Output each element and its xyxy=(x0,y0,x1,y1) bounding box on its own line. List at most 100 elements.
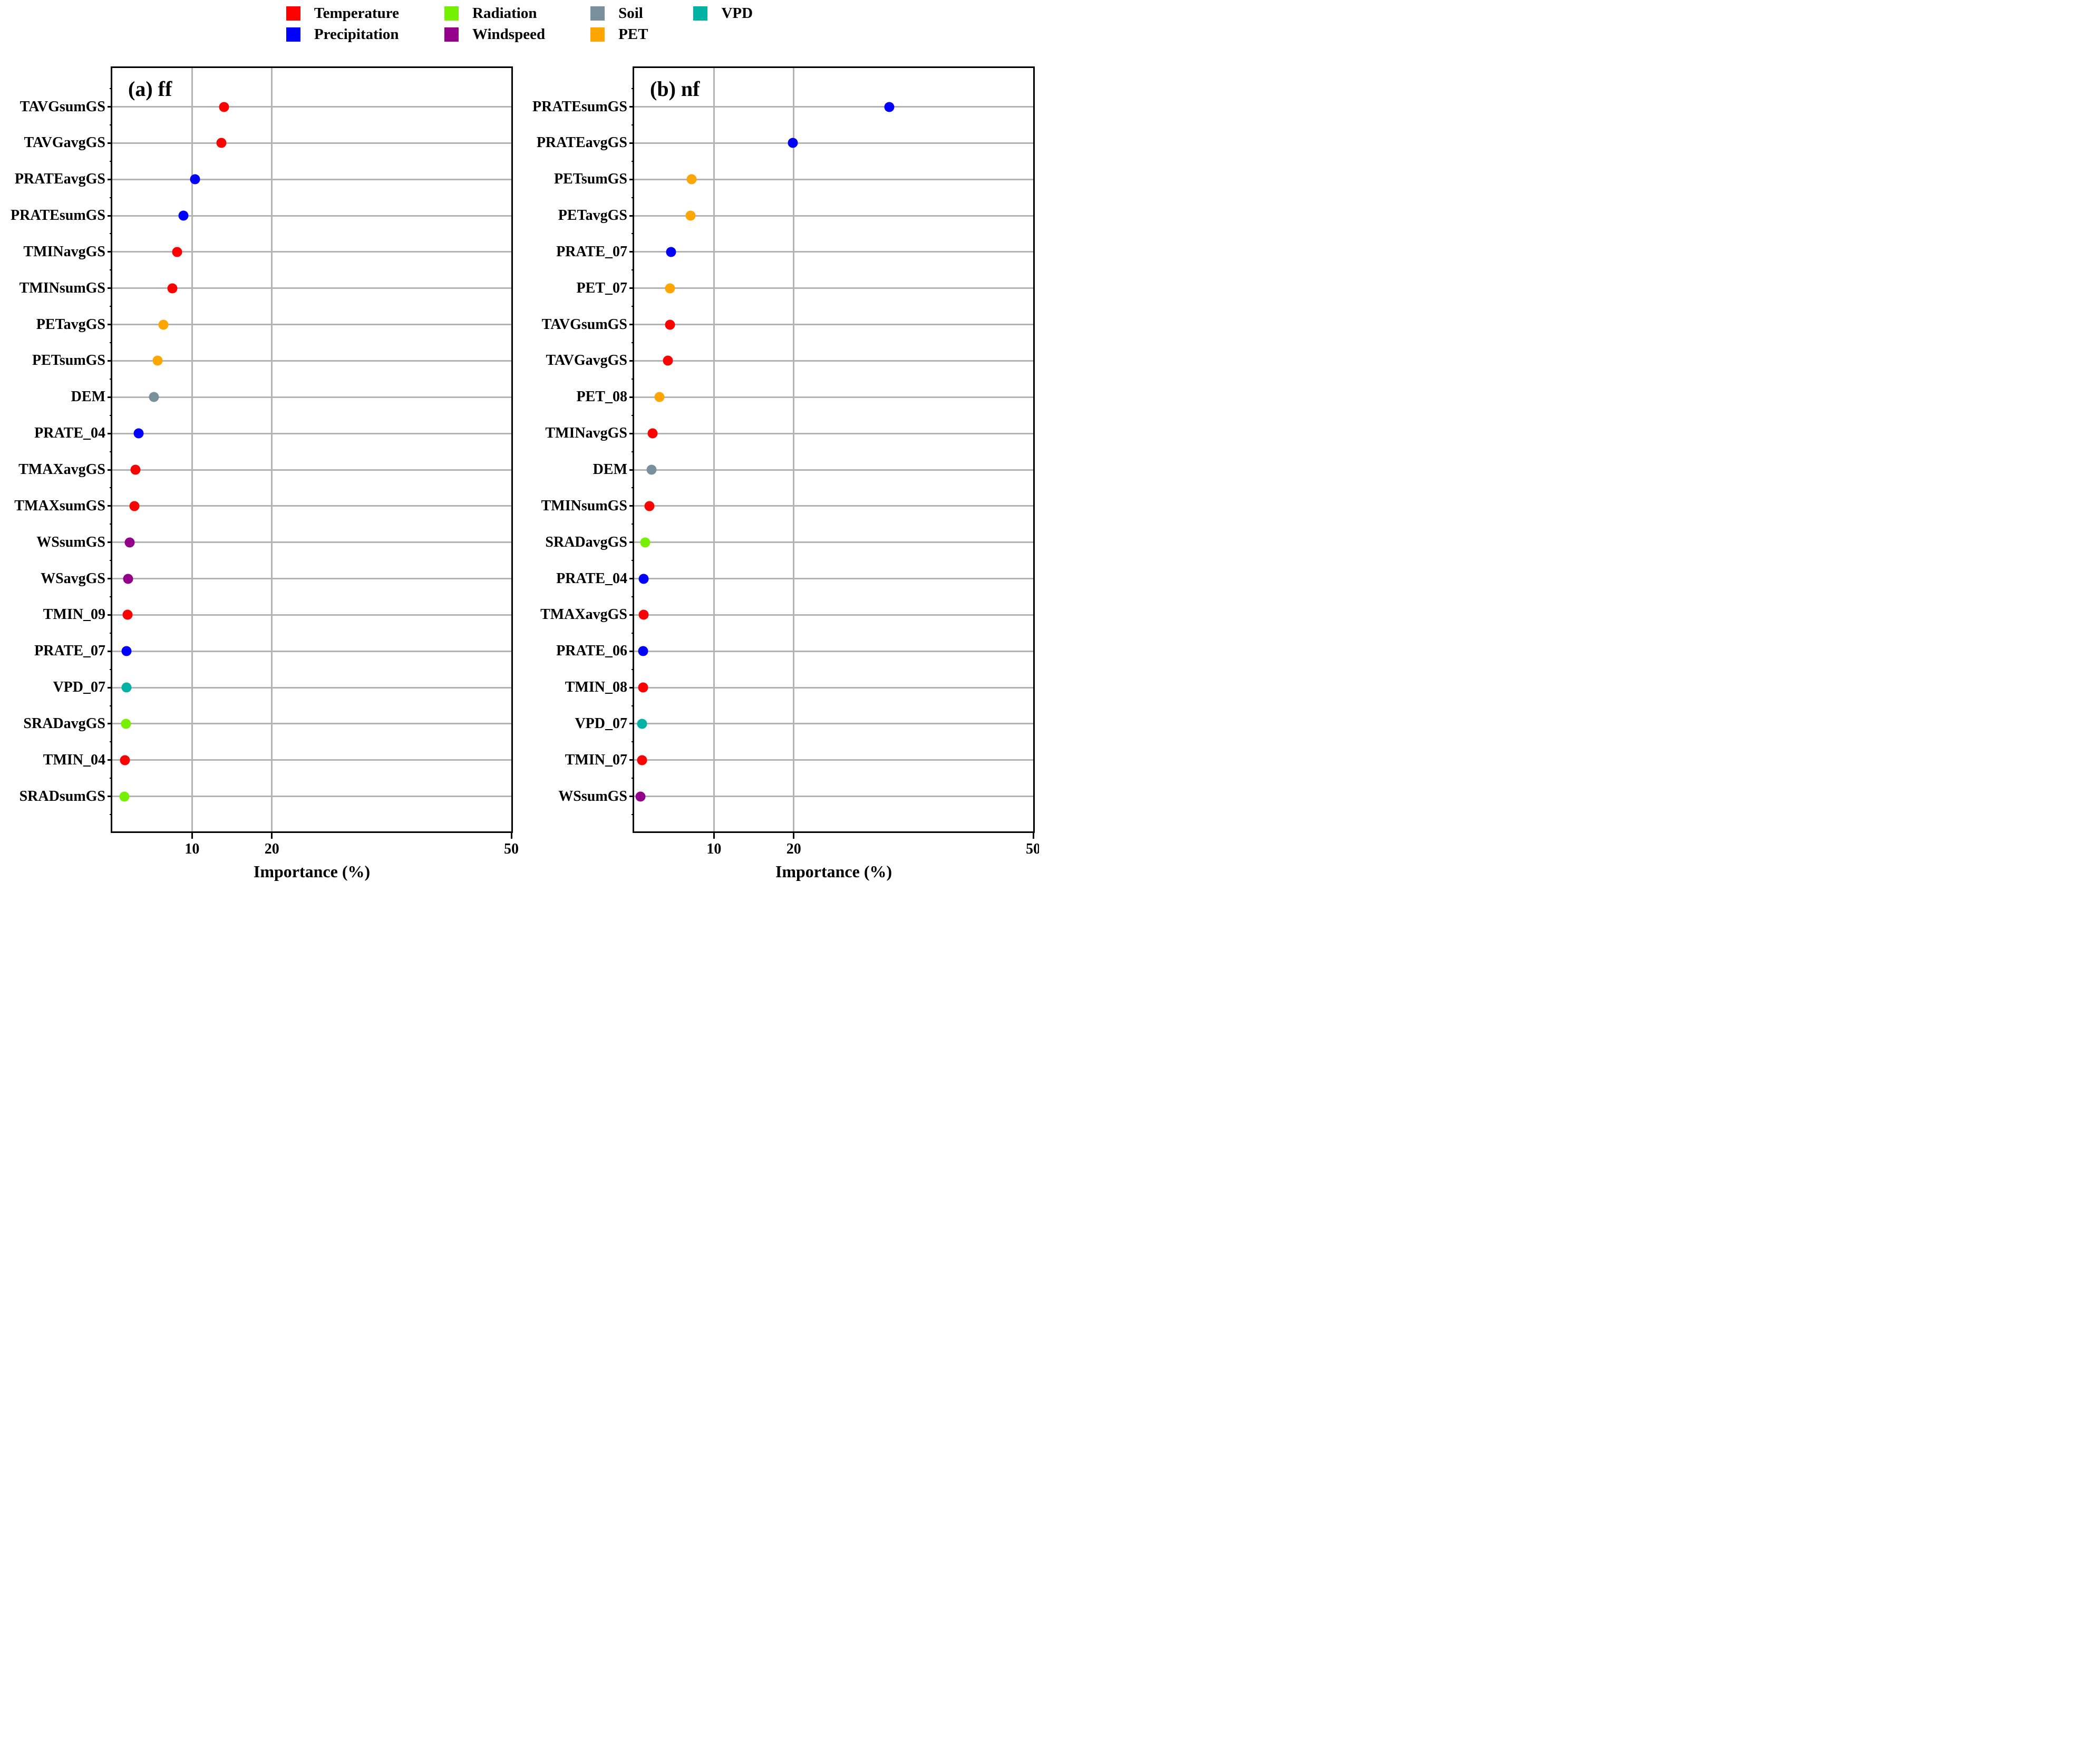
legend-column: Soil PET xyxy=(590,6,648,42)
y-tick xyxy=(108,396,112,398)
data-point-pratesumgs xyxy=(884,102,895,112)
legend-swatch-windspeed xyxy=(444,27,459,42)
y-tick-label: PRATEavgGS xyxy=(14,171,105,188)
y-minor-tick xyxy=(632,378,634,380)
gridline-horizontal xyxy=(634,142,1033,144)
gridline-horizontal xyxy=(634,686,1033,689)
y-tick xyxy=(629,759,634,761)
y-tick xyxy=(629,541,634,544)
legend-label: Temperature xyxy=(314,5,399,22)
panel-b-x-axis-label: Importance (%) xyxy=(775,862,892,881)
y-tick-label: TMINavgGS xyxy=(23,243,105,260)
y-minor-tick xyxy=(632,124,634,125)
gridline-horizontal xyxy=(634,614,1033,616)
y-tick-label: PET_08 xyxy=(576,389,627,405)
data-point-wssumgs xyxy=(124,537,135,548)
y-minor-tick xyxy=(632,668,634,670)
legend-label: Radiation xyxy=(472,5,537,22)
gridline-horizontal xyxy=(112,686,511,689)
data-point-tavgsumgs xyxy=(219,102,229,112)
y-tick-label: WSsumGS xyxy=(558,788,627,805)
y-minor-tick xyxy=(110,160,112,162)
legend-label: Precipitation xyxy=(314,26,399,43)
y-tick xyxy=(108,251,112,253)
y-minor-tick xyxy=(632,814,634,816)
y-tick xyxy=(629,686,634,689)
y-tick xyxy=(108,505,112,507)
panel-b-title: (b) nf xyxy=(650,77,700,101)
data-point-tmin_08 xyxy=(638,682,648,693)
data-point-prate_04 xyxy=(638,574,649,584)
data-point-wsavggs xyxy=(123,574,133,584)
legend-item: Soil xyxy=(590,6,648,21)
y-tick xyxy=(629,796,634,798)
y-tick xyxy=(108,650,112,652)
y-tick xyxy=(629,578,634,580)
gridline-horizontal xyxy=(112,505,511,507)
data-point-dem xyxy=(646,464,657,475)
y-tick-label: DEM xyxy=(71,389,105,405)
y-minor-tick xyxy=(110,88,112,90)
y-tick-label: PRATEavgGS xyxy=(536,134,627,151)
legend-column: Radiation Windspeed xyxy=(444,6,545,42)
data-point-dem xyxy=(149,392,159,402)
y-tick xyxy=(629,360,634,362)
y-tick xyxy=(108,215,112,217)
data-point-pratesumgs xyxy=(178,210,189,221)
y-tick-label: PETavgGS xyxy=(36,316,105,333)
y-minor-tick xyxy=(110,197,112,198)
y-tick xyxy=(108,686,112,689)
gridline-horizontal xyxy=(634,541,1033,544)
y-minor-tick xyxy=(632,705,634,706)
y-tick xyxy=(108,178,112,180)
y-tick xyxy=(108,796,112,798)
gridline-horizontal xyxy=(112,106,511,108)
y-tick xyxy=(629,287,634,289)
gridline-horizontal xyxy=(112,614,511,616)
x-tick-label: 20 xyxy=(264,841,279,857)
gridline-horizontal xyxy=(112,215,511,217)
y-tick-label: TMINavgGS xyxy=(545,425,627,442)
y-tick-label: PET_07 xyxy=(576,279,627,296)
gridline-vertical xyxy=(713,68,715,831)
gridline-horizontal xyxy=(634,650,1033,652)
data-point-tmaxavggs xyxy=(638,609,649,620)
y-tick xyxy=(629,215,634,217)
y-minor-tick xyxy=(110,378,112,380)
x-tick xyxy=(510,833,512,839)
y-minor-tick xyxy=(632,632,634,634)
panel-b: (b) nf Importance (%) 10 20 50 PRATEsumGS PR… xyxy=(532,66,1039,881)
legend-column: Temperature Precipitation xyxy=(286,6,399,42)
legend-label: VPD xyxy=(721,5,753,22)
y-minor-tick xyxy=(632,306,634,307)
data-point-prateavggs xyxy=(190,174,200,185)
data-point-tavgavggs xyxy=(216,138,227,148)
y-minor-tick xyxy=(110,414,112,416)
y-tick-label: PRATE_07 xyxy=(34,643,105,660)
y-minor-tick xyxy=(110,814,112,816)
y-tick xyxy=(629,614,634,616)
legend-item: Precipitation xyxy=(286,27,399,42)
gridline-horizontal xyxy=(112,432,511,434)
data-point-tmin_07 xyxy=(637,755,647,765)
y-minor-tick xyxy=(110,233,112,235)
y-tick xyxy=(629,251,634,253)
data-point-tmaxsumgs xyxy=(129,501,140,511)
legend-label: Windspeed xyxy=(472,26,546,43)
y-tick xyxy=(108,541,112,544)
x-tick-label: 10 xyxy=(706,841,722,857)
x-tick xyxy=(1032,833,1034,839)
y-minor-tick xyxy=(110,668,112,670)
y-tick xyxy=(108,287,112,289)
y-tick xyxy=(629,142,634,144)
y-minor-tick xyxy=(632,451,634,452)
data-point-sradavggs xyxy=(121,719,131,729)
x-tick-label: 50 xyxy=(1026,841,1039,857)
y-tick-label: WSavgGS xyxy=(41,570,105,587)
data-point-sradavggs xyxy=(640,537,650,548)
gridline-horizontal xyxy=(634,578,1033,580)
data-point-tavgsumgs xyxy=(665,319,675,330)
y-tick xyxy=(629,650,634,652)
y-tick-label: TMAXavgGS xyxy=(540,606,627,623)
y-minor-tick xyxy=(632,342,634,344)
